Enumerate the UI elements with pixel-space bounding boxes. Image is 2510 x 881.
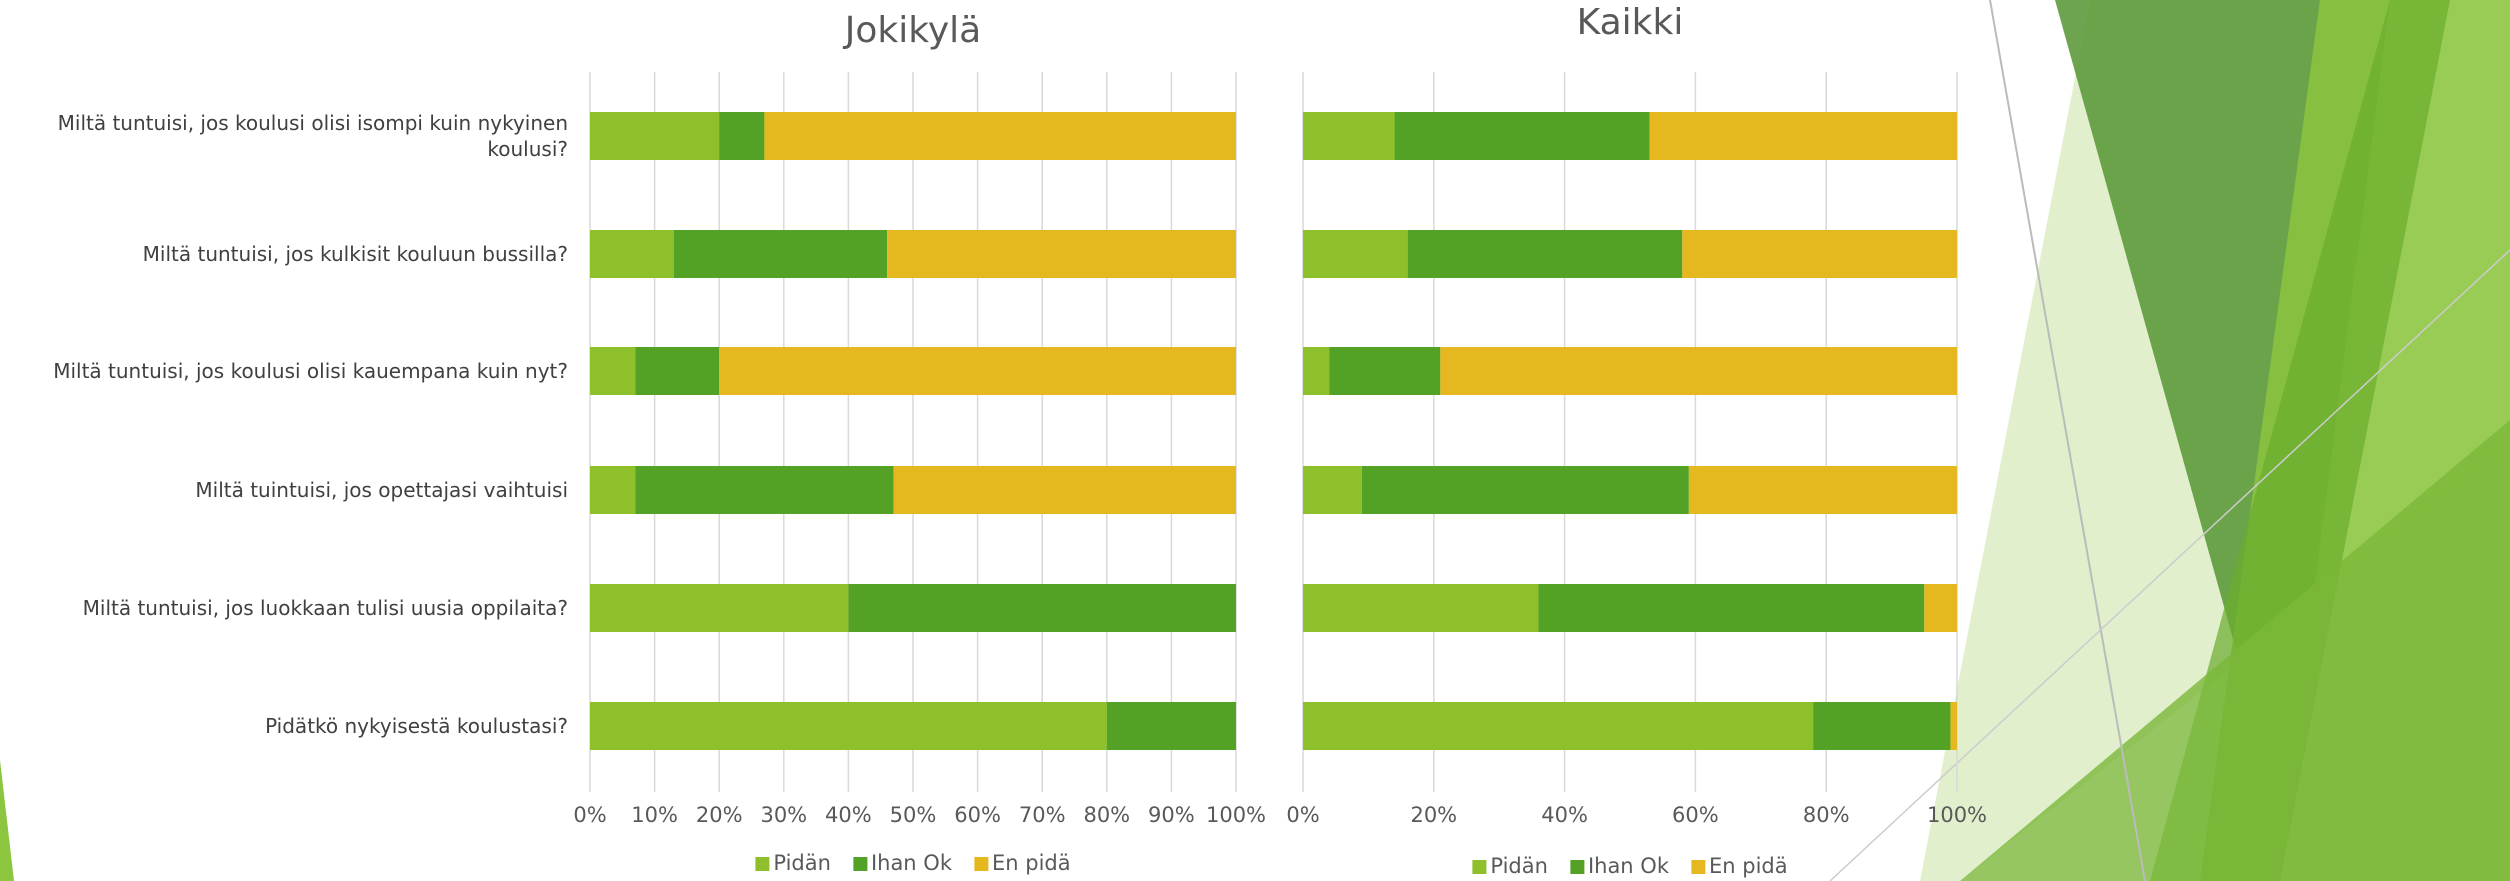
bar-segment xyxy=(1538,584,1924,632)
bar-segment xyxy=(1303,702,1813,750)
x-tick-label: 80% xyxy=(1083,803,1130,827)
legend-item: En pidä xyxy=(974,851,1071,875)
bar-segment xyxy=(894,466,1236,514)
legend-label: Pidän xyxy=(773,851,831,875)
x-tick-label: 20% xyxy=(1410,803,1457,827)
bar-segment xyxy=(1408,230,1683,278)
legend-item: Pidän xyxy=(1472,854,1548,878)
bar-segment xyxy=(1303,466,1362,514)
legend: Pidän Ihan Ok En pidä xyxy=(1472,854,1787,878)
legend-label: En pidä xyxy=(1709,854,1788,878)
legend-label: En pidä xyxy=(992,851,1071,875)
bar-segment xyxy=(1362,466,1689,514)
legend-swatch xyxy=(1691,860,1705,874)
legend-swatch xyxy=(974,857,988,871)
bar-segment xyxy=(1689,466,1957,514)
x-tick-label: 60% xyxy=(1672,803,1719,827)
bar-segment xyxy=(590,347,635,395)
chart-title: Jokikylä xyxy=(843,10,981,51)
legend-item: Ihan Ok xyxy=(1570,854,1669,878)
bar-segment xyxy=(1924,584,1957,632)
slide: Jokikylä 0% 10% 20% 30% 40% 50% 60% 70% 80% 90% 100… xyxy=(0,0,2510,881)
bar-segment xyxy=(674,230,887,278)
x-tick-label: 10% xyxy=(631,803,678,827)
bar-segment xyxy=(590,584,848,632)
bar-segment xyxy=(1303,230,1408,278)
category-label: Miltä tuntuisi, jos luokkaan tulisi uusi… xyxy=(8,595,568,621)
category-label: Miltä tuntuisi, jos kulkisit kouluun bus… xyxy=(8,241,568,267)
legend-item: Ihan Ok xyxy=(853,851,952,875)
bar-segment xyxy=(1650,112,1957,160)
bar-segment xyxy=(1950,702,1957,750)
bar-segment xyxy=(590,112,719,160)
bar-segment xyxy=(590,466,635,514)
bar-segment xyxy=(590,702,1107,750)
legend-swatch xyxy=(755,857,769,871)
bar-segment xyxy=(590,230,674,278)
legend-swatch xyxy=(1570,860,1584,874)
bar-segment xyxy=(635,347,719,395)
category-label: Miltä tuintuisi, jos opettajasi vaihtuis… xyxy=(8,477,568,503)
legend-swatch xyxy=(853,857,867,871)
x-tick-label: 50% xyxy=(890,803,937,827)
x-tick-label: 90% xyxy=(1148,803,1195,827)
x-tick-label: 20% xyxy=(696,803,743,827)
x-tick-label: 40% xyxy=(825,803,872,827)
x-tick-label: 80% xyxy=(1803,803,1850,827)
x-tick-label: 100% xyxy=(1206,803,1266,827)
chart-title: Kaikki xyxy=(1577,2,1684,43)
bar-segment xyxy=(1682,230,1957,278)
legend-item: Pidän xyxy=(755,851,831,875)
bar-segment xyxy=(1303,347,1329,395)
category-label: Miltä tuntuisi, jos koulusi olisi isompi… xyxy=(8,110,568,162)
bar-segment xyxy=(764,112,1236,160)
bar-segment xyxy=(719,112,764,160)
bar-segment xyxy=(1107,702,1236,750)
bar-segment xyxy=(1395,112,1650,160)
x-tick-label: 0% xyxy=(1286,803,1319,827)
bar-segment xyxy=(1303,112,1395,160)
bar-segment xyxy=(887,230,1236,278)
legend-label: Ihan Ok xyxy=(871,851,952,875)
x-tick-label: 60% xyxy=(954,803,1001,827)
bar-segment xyxy=(719,347,1236,395)
x-tick-label: 40% xyxy=(1541,803,1588,827)
bar-segment xyxy=(848,584,1236,632)
bar-segment xyxy=(1303,584,1538,632)
bar-segment xyxy=(1813,702,1950,750)
bar-segment xyxy=(635,466,893,514)
legend-label: Pidän xyxy=(1490,854,1548,878)
x-tick-label: 100% xyxy=(1927,803,1987,827)
bar-segment xyxy=(1329,347,1440,395)
legend-swatch xyxy=(1472,860,1486,874)
category-label: Pidätkö nykyisestä koulustasi? xyxy=(8,713,568,739)
legend-label: Ihan Ok xyxy=(1588,854,1669,878)
x-tick-label: 70% xyxy=(1019,803,1066,827)
x-tick-label: 30% xyxy=(760,803,807,827)
x-tick-label: 0% xyxy=(573,803,606,827)
legend: Pidän Ihan Ok En pidä xyxy=(755,851,1070,875)
legend-item: En pidä xyxy=(1691,854,1788,878)
category-label: Miltä tuntuisi, jos koulusi olisi kauemp… xyxy=(8,358,568,384)
bar-segment xyxy=(1440,347,1957,395)
